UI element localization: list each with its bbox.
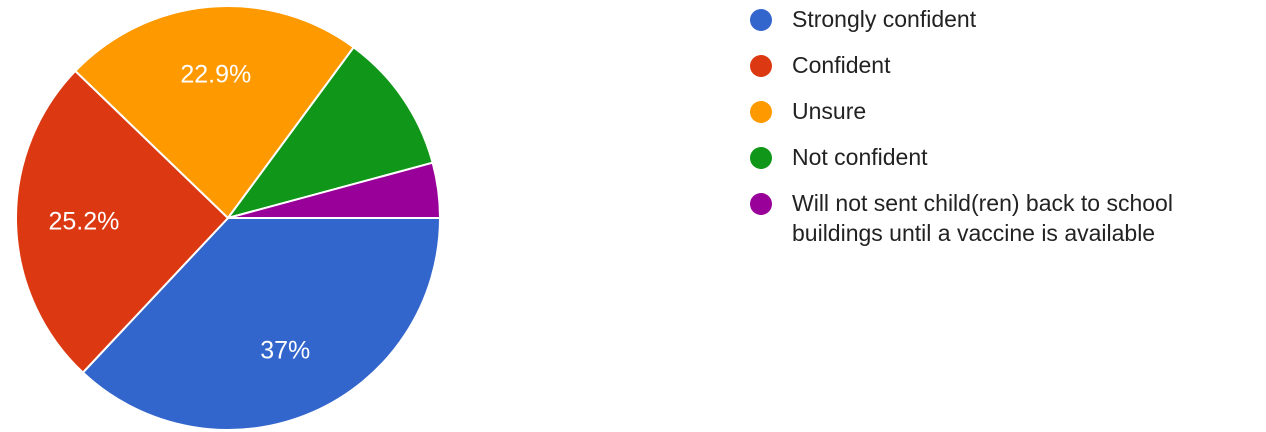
legend-item-unsure: Unsure bbox=[748, 96, 1258, 126]
legend-label-confident: Confident bbox=[792, 52, 891, 78]
pie-slice-not-confident bbox=[225, 45, 434, 220]
legend-marker-confident bbox=[750, 55, 772, 77]
legend-item-not-confident: Not confident bbox=[748, 142, 1258, 172]
legend-label-will-not-send: Will not sent child(ren) back to school … bbox=[792, 190, 1173, 246]
legend-label-strongly-confident: Strongly confident bbox=[792, 6, 977, 32]
legend-label-unsure: Unsure bbox=[792, 98, 867, 124]
legend-marker-not-confident bbox=[750, 147, 772, 169]
pie-slice-strongly-confident bbox=[81, 217, 442, 431]
pie-slice-confident bbox=[15, 69, 230, 374]
legend-label-not-confident: Not confident bbox=[792, 144, 928, 170]
legend-item-will-not-send: Will not sent child(ren) back to school … bbox=[748, 188, 1258, 248]
pie-chart: 37% 25.2% 22.9% bbox=[15, 5, 442, 431]
pie-slice-unsure bbox=[73, 5, 356, 220]
legend-marker-unsure bbox=[750, 101, 772, 123]
pie-data-label: 37% bbox=[260, 336, 310, 364]
legend: Strongly confident Confident Unsure Not … bbox=[748, 4, 1258, 248]
legend-marker-strongly-confident bbox=[750, 9, 772, 31]
legend-item-confident: Confident bbox=[748, 50, 1258, 80]
legend-marker-will-not-send bbox=[750, 193, 772, 215]
pie-data-label: 22.9% bbox=[180, 60, 251, 88]
legend-item-strongly-confident: Strongly confident bbox=[748, 4, 1258, 34]
pie-data-label: 25.2% bbox=[48, 208, 119, 236]
pie-slice-will-not-sent-child-ren-back-t bbox=[227, 161, 442, 219]
